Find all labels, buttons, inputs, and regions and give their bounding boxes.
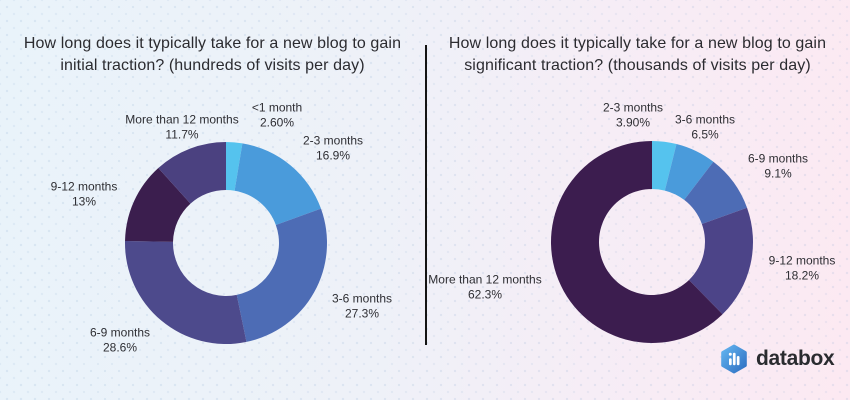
slice-label-text: More than 12 months <box>428 272 542 287</box>
chart-panel-significant-traction: How long does it typically take for a ne… <box>425 0 850 400</box>
databox-hexagon-bars-icon <box>721 344 747 374</box>
slice-label-text: 9-12 months <box>768 253 836 268</box>
slice-label-text: More than 12 months <box>125 112 239 127</box>
slice-label-text: 6-9 months <box>747 151 809 166</box>
slice-label-percent: 18.2% <box>784 268 820 282</box>
panel-divider <box>425 45 427 345</box>
slice-label-percent: 16.9% <box>315 148 351 162</box>
slice-label-percent: 2.60% <box>259 115 295 129</box>
donut-slice-2-3-months <box>234 143 321 225</box>
slice-label-percent: 11.7% <box>165 127 199 141</box>
databox-logo: databox <box>719 343 835 375</box>
slice-label-9-12-months: 9-12 months 13% <box>51 180 118 209</box>
slice-label-more-than-12-months: More than 12 months 62.3% <box>428 273 541 302</box>
donut-slice-6-9-months <box>684 161 748 225</box>
chart-panel-initial-traction: How long does it typically take for a ne… <box>23 35 402 74</box>
slice-label-percent: 27.3% <box>344 306 380 320</box>
slice-label-percent: 28.6% <box>102 340 138 354</box>
slice-label-text: 2-3 months <box>302 133 364 148</box>
slice-label-more-than-12-months: More than 12 months 11.7% <box>125 113 238 142</box>
donut-slice-3-6-months <box>236 208 328 342</box>
slice-label--1-month: <1 month 2.60% <box>252 101 302 130</box>
slice-label-6-9-months: 6-9 months 28.6% <box>90 326 150 355</box>
slice-label-text: 6-9 months <box>89 325 151 340</box>
slice-label-percent: 62.3% <box>467 287 503 301</box>
slice-label-text: 9-12 months <box>50 179 118 194</box>
donut-slice-3-6-months <box>664 144 714 200</box>
donut-slice-9-12-months <box>125 168 191 242</box>
slice-label-percent: 3.90% <box>615 115 651 129</box>
donut-slice--1-month <box>226 142 243 191</box>
databox-wordmark: databox <box>756 347 835 370</box>
slice-label-text: 2-3 months <box>602 100 664 115</box>
donut-slice-more-than-12-months <box>550 141 723 343</box>
slice-label-text: <1 month <box>251 100 303 115</box>
slice-label-6-9-months: 6-9 months 9.1% <box>748 152 808 181</box>
slice-label-percent: 6.5% <box>691 127 719 141</box>
slice-label-3-6-months: 3-6 months 6.5% <box>675 113 735 142</box>
chart-title-initial-traction: How long does it typically take for a ne… <box>23 35 402 74</box>
slice-label-2-3-months: 2-3 months 16.9% <box>303 134 363 163</box>
slice-label-percent: 13% <box>71 194 97 208</box>
chart-title-significant-traction: How long does it typically take for a ne… <box>448 35 827 74</box>
slice-label-3-6-months: 3-6 months 27.3% <box>332 292 392 321</box>
slice-label-percent: 9.1% <box>764 166 792 180</box>
donut-slice-2-3-months <box>652 141 677 191</box>
slice-label-2-3-months: 2-3 months 3.90% <box>603 101 663 130</box>
slice-label-text: 3-6 months <box>331 291 393 306</box>
donut-slice-more-than-12-months <box>158 142 226 204</box>
slice-label-text: 3-6 months <box>674 112 736 127</box>
donut-slice-9-12-months <box>689 207 753 315</box>
donut-slice-6-9-months <box>124 240 247 345</box>
slice-label-9-12-months: 9-12 months 18.2% <box>769 254 836 283</box>
